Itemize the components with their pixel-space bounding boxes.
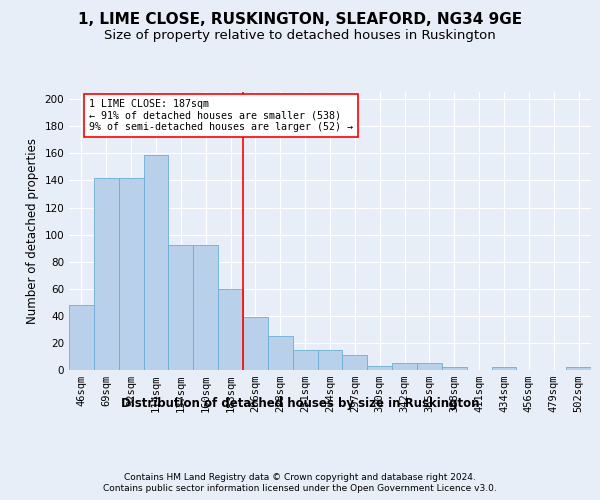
Bar xyxy=(268,336,293,370)
Bar xyxy=(417,363,442,370)
Y-axis label: Number of detached properties: Number of detached properties xyxy=(26,138,39,324)
Bar xyxy=(367,366,392,370)
Bar xyxy=(69,305,94,370)
Bar xyxy=(293,350,317,370)
Bar xyxy=(94,178,119,370)
Text: Contains public sector information licensed under the Open Government Licence v3: Contains public sector information licen… xyxy=(103,484,497,493)
Bar xyxy=(392,363,417,370)
Text: 1, LIME CLOSE, RUSKINGTON, SLEAFORD, NG34 9GE: 1, LIME CLOSE, RUSKINGTON, SLEAFORD, NG3… xyxy=(78,12,522,28)
Bar xyxy=(119,178,143,370)
Bar xyxy=(218,289,243,370)
Text: Distribution of detached houses by size in Ruskington: Distribution of detached houses by size … xyxy=(121,398,479,410)
Bar xyxy=(343,355,367,370)
Bar xyxy=(193,246,218,370)
Bar xyxy=(317,350,343,370)
Bar xyxy=(243,317,268,370)
Bar xyxy=(169,246,193,370)
Bar xyxy=(566,368,591,370)
Bar xyxy=(491,368,517,370)
Bar xyxy=(143,155,169,370)
Bar xyxy=(442,368,467,370)
Text: 1 LIME CLOSE: 187sqm
← 91% of detached houses are smaller (538)
9% of semi-detac: 1 LIME CLOSE: 187sqm ← 91% of detached h… xyxy=(89,100,353,132)
Text: Size of property relative to detached houses in Ruskington: Size of property relative to detached ho… xyxy=(104,29,496,42)
Text: Contains HM Land Registry data © Crown copyright and database right 2024.: Contains HM Land Registry data © Crown c… xyxy=(124,472,476,482)
